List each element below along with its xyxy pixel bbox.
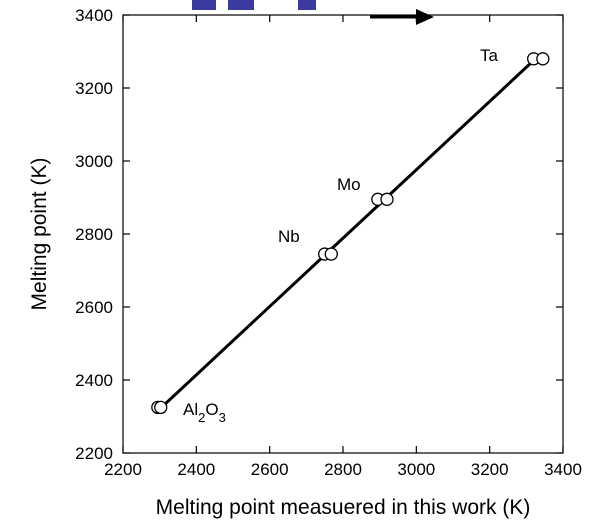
y-tick-label: 2200 [75, 444, 113, 463]
x-tick-label: 2200 [104, 460, 142, 479]
point-label-ta: Ta [480, 46, 499, 65]
x-axis-title: Melting point measuered in this work (K) [156, 496, 531, 519]
data-point [536, 52, 550, 66]
point-label-al: Al2O3 [183, 400, 226, 425]
y-tick-label: 3400 [75, 6, 113, 25]
y-tick-label: 2800 [75, 225, 113, 244]
axis-ticks: 2200 2400 2600 2800 3000 3200 3400 2200 2400 2600… [75, 6, 582, 479]
y-tick-label: 2600 [75, 298, 113, 317]
x-tick-label: 3200 [471, 460, 509, 479]
y-axis-title: Melting point (K) [28, 158, 51, 311]
data-point [324, 247, 338, 261]
point-label-mo: Mo [337, 175, 361, 194]
x-tick-label: 3400 [544, 460, 582, 479]
x-tick-label: 2400 [177, 460, 215, 479]
y-tick-label: 3200 [75, 79, 113, 98]
cropped-title-fragment [192, 0, 316, 10]
x-tick-label: 2800 [324, 460, 362, 479]
header-arrow-icon [370, 9, 434, 25]
fit-line [160, 55, 539, 409]
data-point [154, 400, 168, 415]
point-labels: Ta Mo Nb Al2O3 [183, 46, 499, 425]
x-tick-label: 2600 [251, 460, 289, 479]
fit-line-group [160, 55, 539, 409]
data-points [151, 52, 550, 415]
y-tick-label: 3000 [75, 152, 113, 171]
data-point [380, 192, 394, 206]
y-tick-label: 2400 [75, 371, 113, 390]
plot-area [122, 14, 564, 454]
point-label-nb: Nb [278, 227, 300, 246]
plot-border [122, 14, 564, 454]
x-tick-label: 3000 [397, 460, 435, 479]
